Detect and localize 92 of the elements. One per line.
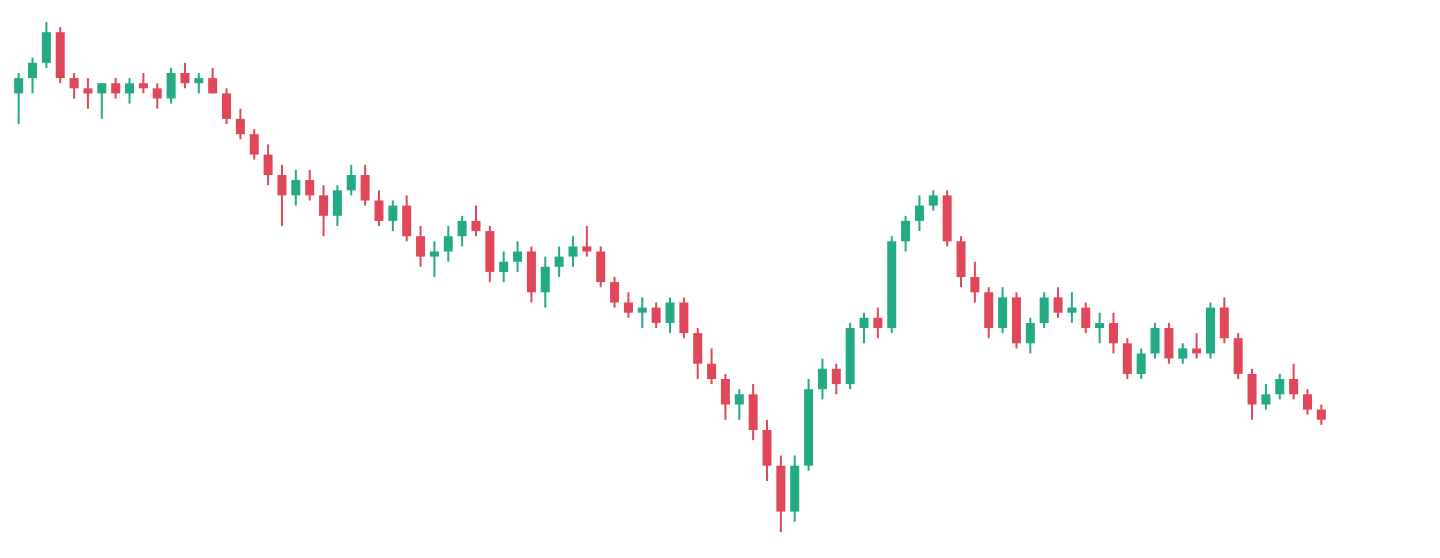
candlestick bbox=[332, 184, 342, 227]
candlestick bbox=[1302, 388, 1312, 416]
candlestick bbox=[69, 72, 79, 100]
candlestick bbox=[1095, 311, 1105, 345]
candlestick bbox=[1122, 337, 1132, 380]
candlestick bbox=[1136, 347, 1146, 380]
candlestick bbox=[249, 128, 259, 161]
candlestick bbox=[429, 240, 439, 278]
candlestick bbox=[457, 214, 467, 248]
candlestick bbox=[346, 163, 356, 197]
candlestick bbox=[208, 66, 218, 95]
candlestick bbox=[402, 194, 412, 243]
candlestick bbox=[610, 276, 620, 309]
candlestick bbox=[374, 189, 384, 227]
candlestick bbox=[914, 194, 924, 233]
candlestick bbox=[623, 291, 633, 319]
candlestick bbox=[1316, 403, 1326, 426]
candlestick bbox=[762, 418, 772, 482]
candlestick bbox=[138, 72, 148, 95]
candlestick bbox=[1150, 321, 1160, 360]
candlestick bbox=[942, 189, 952, 248]
candlestick bbox=[1233, 332, 1243, 380]
candlestick bbox=[125, 77, 135, 105]
candlestick bbox=[554, 245, 564, 278]
candlestick bbox=[596, 245, 606, 289]
candlestick bbox=[1219, 296, 1229, 345]
candlestick bbox=[1039, 291, 1049, 329]
candlestick bbox=[388, 199, 398, 233]
candlestick bbox=[873, 306, 883, 340]
candlestick bbox=[263, 143, 273, 187]
candlestick bbox=[1275, 372, 1285, 401]
candlestick bbox=[41, 21, 51, 69]
candlestick bbox=[416, 225, 426, 268]
candlestick bbox=[928, 189, 938, 212]
candlestick bbox=[790, 454, 800, 523]
candlestick bbox=[485, 225, 495, 284]
candlestick bbox=[998, 286, 1008, 335]
candlestick bbox=[720, 372, 730, 421]
candlestick bbox=[1192, 332, 1202, 360]
candlestick bbox=[1261, 383, 1271, 411]
candlestick bbox=[831, 362, 841, 396]
candlestick bbox=[776, 454, 786, 533]
candlestick bbox=[1289, 362, 1299, 401]
candlestick bbox=[1053, 286, 1063, 319]
candlestick bbox=[291, 168, 301, 207]
candlestick bbox=[180, 61, 190, 90]
candlestick bbox=[1011, 291, 1021, 350]
candlestick bbox=[665, 296, 675, 335]
candlestick bbox=[1178, 342, 1188, 365]
candlestick bbox=[817, 357, 827, 401]
candlestick bbox=[319, 184, 329, 238]
candlestick bbox=[1108, 311, 1118, 355]
candlestick bbox=[235, 107, 245, 141]
candlestick bbox=[97, 82, 107, 120]
candlestick bbox=[152, 82, 162, 110]
candlestick bbox=[901, 214, 911, 253]
candlestick bbox=[277, 163, 287, 227]
candlestick bbox=[166, 66, 176, 105]
candlestick bbox=[526, 245, 536, 304]
candlestick bbox=[707, 347, 717, 386]
candlestick bbox=[443, 225, 453, 263]
candlestick bbox=[305, 168, 315, 202]
candlestick bbox=[513, 240, 523, 273]
candlestick bbox=[28, 56, 38, 95]
candlestick bbox=[1164, 321, 1174, 365]
candlestick bbox=[568, 235, 578, 268]
candlestick bbox=[748, 383, 758, 442]
candlestick bbox=[1025, 316, 1035, 355]
candlestick bbox=[540, 255, 550, 309]
candlestick bbox=[1067, 291, 1077, 324]
candlestick bbox=[956, 235, 966, 289]
candlestick bbox=[651, 301, 661, 329]
candlestick bbox=[471, 204, 481, 238]
candlestick bbox=[499, 250, 509, 284]
candlestick bbox=[693, 327, 703, 380]
candlestick bbox=[1247, 367, 1257, 421]
candlestick bbox=[111, 77, 121, 100]
candlestick bbox=[55, 26, 65, 85]
candlestick bbox=[222, 87, 232, 125]
candlestick bbox=[83, 77, 93, 110]
candlestick bbox=[970, 260, 980, 304]
candlestick bbox=[1081, 301, 1091, 335]
candlestick bbox=[1205, 301, 1215, 360]
candlestick bbox=[360, 163, 370, 207]
candlestick bbox=[637, 296, 647, 329]
candlestick bbox=[734, 388, 744, 421]
candlestick bbox=[582, 225, 592, 258]
candlestick bbox=[194, 72, 204, 95]
candlestick bbox=[984, 286, 994, 340]
candlestick bbox=[14, 72, 24, 125]
candlestick bbox=[859, 311, 869, 345]
candlestick bbox=[679, 296, 689, 340]
